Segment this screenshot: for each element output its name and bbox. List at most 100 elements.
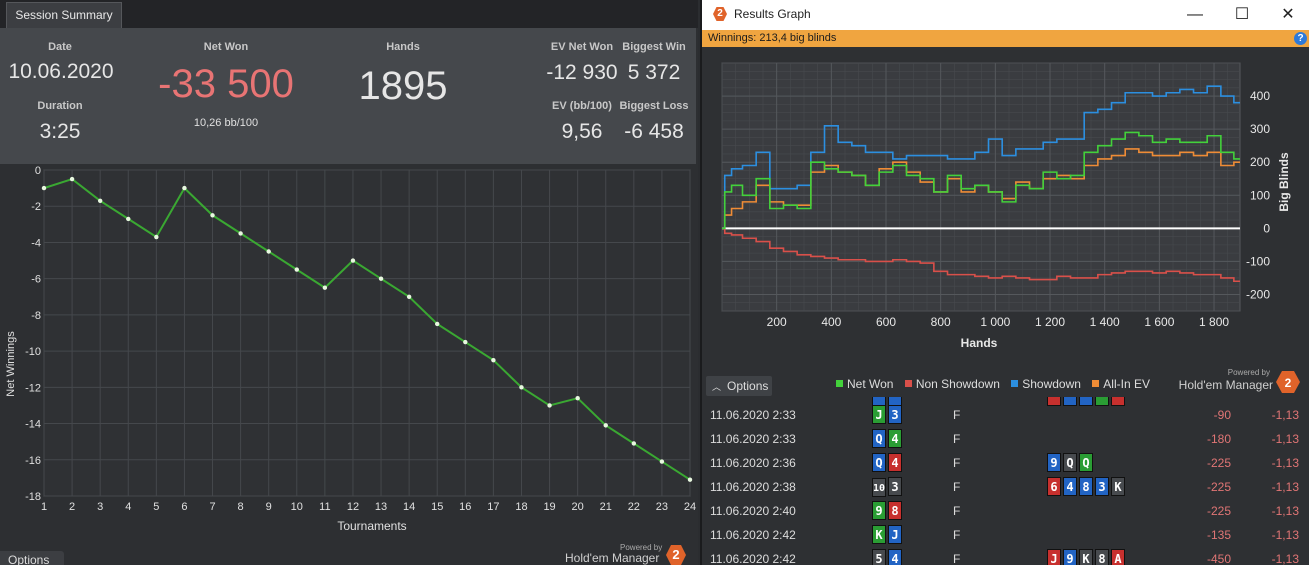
x-tick-label: 5 — [153, 501, 159, 513]
graph-y-tick-label: -100 — [1246, 254, 1270, 268]
legend-showdown[interactable]: Showdown — [1011, 377, 1081, 391]
hole-cards: 10 3 — [872, 477, 904, 497]
data-point — [491, 357, 496, 363]
card — [1111, 397, 1125, 406]
preflop-action: F — [953, 432, 961, 446]
graph-grid — [721, 62, 1241, 312]
card: 4 — [888, 429, 902, 448]
data-point — [519, 385, 524, 390]
graph-options-button[interactable]: ︿ Options — [706, 376, 772, 396]
legend-net-won[interactable]: Net Won — [836, 377, 893, 391]
session-summary-panel: Session Summary Date 10.06.2020 Duration… — [0, 0, 698, 565]
table-row[interactable]: 11.06.2020 2:33 Q 4 F -180 -1,13 — [702, 427, 1309, 451]
y-axis-label: Net Winnings — [5, 331, 17, 397]
y-tick-label: -4 — [31, 237, 41, 249]
net-won-cell: -450 — [1206, 552, 1231, 565]
table-row[interactable]: 11.06.2020 2:36 Q 4 F 9 Q Q -225 -1,13 — [702, 451, 1309, 475]
legend-net-won-label: Net Won — [847, 377, 894, 391]
table-row[interactable]: 11.06.2020 2:42 5 4 F J 9 K 8 A -450 -1,13 — [702, 547, 1309, 565]
duration-value: 3:25 — [39, 120, 81, 143]
table-row[interactable]: 11.06.2020 2:40 9 8 F -225 -1,13 — [702, 499, 1309, 523]
net-won-cell: -135 — [1206, 528, 1231, 542]
net-won-label: Net Won — [203, 41, 249, 53]
powered-by-label: Powered by — [620, 543, 663, 552]
graph-y-ticks: 400 300 200 100 0 -100 -200 — [1246, 89, 1270, 301]
bb-cell: -1,13 — [1271, 432, 1299, 446]
table-row[interactable]: 11.06.2020 2:38 10 3 F 6 4 8 3 K -225 -1,13 — [702, 475, 1309, 499]
x-tick-label: 8 — [238, 501, 244, 513]
net-won-cell: -225 — [1206, 480, 1231, 494]
maximize-icon[interactable]: ☐ — [1234, 6, 1250, 23]
table-row[interactable]: 11.06.2020 2:42 K J F -135 -1,13 — [702, 523, 1309, 547]
brand-name: Hold'em Manager — [565, 551, 660, 565]
x-tick-label: 7 — [209, 501, 215, 513]
legend-allin-ev[interactable]: All-In EV — [1092, 377, 1150, 391]
series-non-showdown — [722, 227, 1240, 283]
tab-bar: Session Summary — [0, 0, 698, 28]
card: 10 — [872, 478, 886, 497]
x-tick-label: 2 — [69, 501, 75, 513]
hand-date: 11.06.2020 2:33 — [710, 432, 796, 446]
graph-y-tick-label: 200 — [1250, 155, 1270, 169]
graph-x-tick-label: 200 — [767, 315, 787, 329]
x-tick-label: 21 — [600, 501, 612, 513]
data-point — [378, 276, 384, 281]
x-axis-label: Tournaments — [337, 519, 406, 533]
graph-options-label: Options — [727, 379, 769, 393]
options-button[interactable]: Options — [0, 551, 64, 565]
graph-x-tick-label: 400 — [821, 315, 841, 329]
data-point — [182, 185, 187, 191]
card: 9 — [1047, 453, 1061, 472]
x-tick-label: 6 — [181, 501, 187, 513]
series-net-won — [722, 131, 1240, 230]
x-tick-label: 10 — [291, 501, 303, 513]
card: 4 — [1063, 477, 1077, 496]
y-axis-ticks: 0 -2 -4 -6 -8 -10 -12 -14 -16 -18 — [25, 165, 41, 503]
close-icon[interactable]: ✕ — [1281, 6, 1295, 23]
table-row[interactable]: 11.06.2020 2:33 J 3 F -90 -1,13 — [702, 403, 1309, 427]
card — [1063, 397, 1077, 406]
card: 8 — [888, 501, 902, 520]
data-point — [435, 321, 440, 327]
legend-showdown-label: Showdown — [1022, 377, 1081, 391]
bb-cell: -1,13 — [1271, 528, 1299, 542]
data-point — [41, 185, 47, 191]
minimize-icon[interactable]: — — [1187, 6, 1203, 23]
ev-net-won-value: -12 930 — [546, 61, 618, 84]
card — [1047, 397, 1061, 406]
x-tick-label: 11 — [319, 501, 330, 513]
x-tick-label: 12 — [347, 501, 359, 513]
legend-non-showdown[interactable]: Non Showdown — [904, 377, 1000, 391]
x-tick-label: 17 — [487, 501, 499, 513]
net-winnings-chart-svg: 0-2-4-6-8-10-12-14-16-18 1 2 3 4 5 6 7 8 9 10 11 12… — [5, 165, 696, 533]
window-titlebar[interactable]: 2 Results Graph — ☐ ✕ — [702, 0, 1309, 30]
card: 3 — [1095, 477, 1109, 496]
hands-table: 11.06.2020 2:33 J 3 F -90 -1,13 11.06.2020 2:3… — [702, 397, 1309, 565]
hand-date: 11.06.2020 2:42 — [710, 552, 796, 565]
series-showdown — [722, 85, 1240, 230]
series-line — [43, 177, 691, 481]
bb-cell: -1,13 — [1271, 552, 1299, 565]
tab-session-summary[interactable]: Session Summary — [6, 2, 122, 28]
graph-x-tick-label: 1 200 — [1035, 315, 1065, 329]
bb-cell: -1,13 — [1271, 456, 1299, 470]
preflop-action: F — [953, 528, 961, 542]
data-point — [154, 234, 159, 240]
y-tick-label: -14 — [25, 419, 41, 431]
y-tick-label: -8 — [31, 310, 41, 322]
card: 6 — [1047, 477, 1061, 496]
card: Q — [1063, 453, 1077, 472]
bb-cell: -1,13 — [1271, 480, 1299, 494]
graph-series — [722, 85, 1240, 283]
data-point — [266, 249, 271, 254]
window-title: Results Graph — [734, 7, 811, 21]
help-icon[interactable]: ? — [1294, 32, 1307, 45]
graph-x-ticks: 200 400 600 800 1 000 1 200 1 400 1 600 1 800 — [767, 315, 1230, 329]
data-point — [631, 441, 637, 446]
hand-date: 11.06.2020 2:38 — [710, 480, 796, 494]
